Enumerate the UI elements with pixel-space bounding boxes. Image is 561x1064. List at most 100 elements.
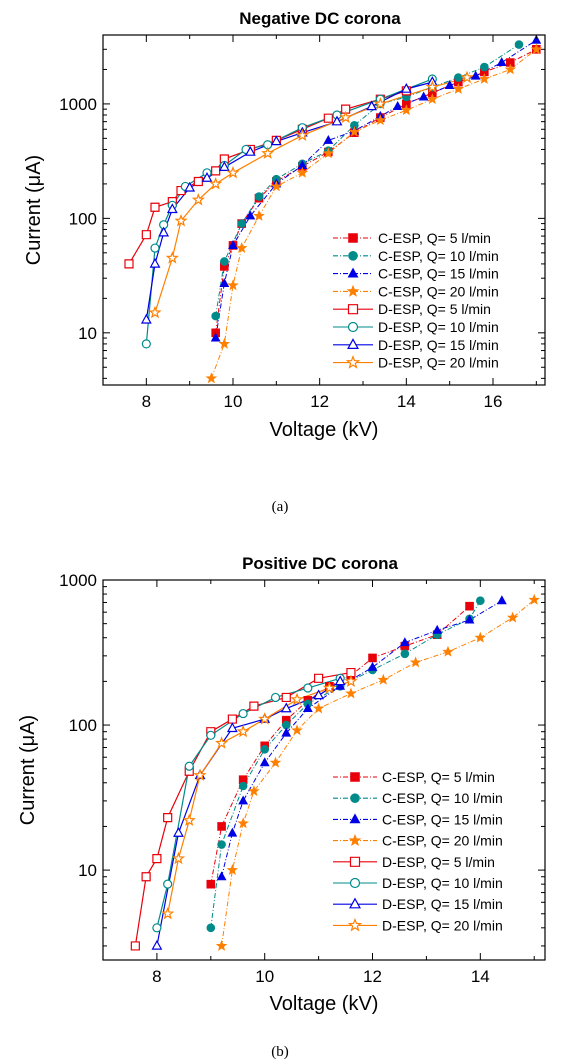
data-point [217, 840, 226, 849]
legend-label: D-ESP, Q= 5 l/min [382, 854, 495, 870]
data-point [209, 177, 223, 190]
data-point [374, 114, 387, 126]
data-point [220, 257, 229, 266]
legend-item: D-ESP, Q= 20 l/min [333, 917, 503, 933]
data-point [206, 879, 216, 889]
data-point [444, 80, 455, 89]
legend-label: D-ESP, Q= 10 l/min [378, 319, 499, 335]
data-point [150, 202, 160, 212]
x-tick-label: 8 [142, 392, 151, 411]
axis-ticks: 8 10 12 14 16 10 100 1000 [59, 34, 545, 411]
data-point [373, 97, 387, 110]
data-point [211, 311, 220, 321]
data-point [291, 724, 303, 736]
data-point [218, 337, 231, 349]
data-point [158, 226, 170, 237]
data-point [244, 145, 256, 156]
data-point [280, 702, 292, 713]
legend-marker [347, 321, 359, 333]
data-point [348, 125, 361, 137]
data-point [399, 637, 410, 647]
data-point [322, 681, 336, 694]
data-point [163, 879, 173, 889]
data-point [346, 667, 356, 678]
legend-marker [348, 833, 362, 847]
data-point [460, 70, 474, 84]
series-line [167, 680, 352, 914]
data-point [452, 82, 465, 94]
legend-label: D-ESP, Q= 5 l/min [378, 301, 491, 317]
data-point [400, 104, 413, 116]
x-tick-label: 16 [484, 392, 503, 411]
data-point [238, 708, 248, 719]
data-point [130, 941, 140, 951]
data-point [322, 147, 335, 159]
data-point [331, 115, 343, 126]
data-point [205, 372, 218, 384]
legend-marker [347, 304, 359, 315]
data-point [211, 166, 221, 176]
data-point [270, 692, 281, 703]
legend-marker [350, 793, 360, 804]
legend-item: D-ESP, Q= 15 l/min [333, 896, 503, 912]
data-point [270, 180, 283, 192]
legend-item: C-ESP, Q= 5 l/min [333, 230, 491, 246]
data-point [260, 745, 270, 754]
y-tick-label: 1000 [59, 95, 97, 114]
legend: C-ESP, Q= 5 l/min C-ESP, Q= 10 l/min C-ESP… [333, 769, 503, 933]
data-point [235, 242, 248, 253]
data-point [182, 813, 196, 827]
data-point [248, 785, 260, 797]
legend-item: C-ESP, Q= 20 l/min [333, 833, 503, 849]
x-tick-label: 10 [224, 392, 243, 411]
data-point [334, 675, 346, 686]
x-tick-label: 12 [310, 392, 329, 411]
data-point [161, 906, 175, 920]
data-point [281, 727, 292, 737]
legend-item: D-ESP, Q= 5 l/min [333, 854, 495, 870]
series-line [221, 600, 503, 877]
legend-label: D-ESP, Q= 15 l/min [382, 896, 503, 912]
data-point [504, 63, 517, 75]
series-line [210, 48, 537, 379]
data-point [480, 62, 489, 72]
y-tick-label: 1000 [59, 571, 97, 590]
data-point [474, 631, 487, 643]
x-tick-label: 14 [471, 967, 490, 986]
plot-area [124, 34, 543, 384]
legend-item: C-ESP, Q= 10 l/min [333, 248, 499, 264]
x-tick-label: 12 [363, 967, 382, 986]
data-point [496, 57, 507, 67]
data-point [245, 210, 256, 220]
data-point [219, 154, 229, 164]
data-point [366, 100, 378, 111]
data-point [141, 339, 151, 349]
legend-marker [349, 897, 361, 909]
data-point [296, 166, 309, 178]
data-point [206, 923, 216, 933]
data-point [174, 214, 188, 227]
data-point [314, 673, 324, 683]
series-line [221, 599, 535, 947]
data-point [261, 146, 275, 159]
data-point [151, 939, 163, 950]
data-point [237, 817, 249, 829]
data-point [470, 70, 481, 80]
data-point [270, 135, 282, 146]
data-point [476, 596, 485, 605]
data-point [150, 243, 160, 253]
data-point [454, 73, 463, 82]
y-tick-label: 10 [78, 324, 97, 343]
data-point [312, 702, 325, 714]
legend-item: C-ESP, Q= 20 l/min [333, 283, 499, 299]
data-point [226, 165, 240, 179]
legend-label: D-ESP, Q= 15 l/min [378, 337, 499, 353]
plot-frame [102, 579, 546, 961]
legend-label: C-ESP, Q= 20 l/min [378, 283, 499, 299]
series-line [156, 680, 341, 947]
legend-marker [349, 813, 361, 824]
data-point [165, 251, 179, 264]
data-point [124, 259, 134, 269]
series-line [156, 677, 341, 928]
data-point [215, 736, 229, 749]
